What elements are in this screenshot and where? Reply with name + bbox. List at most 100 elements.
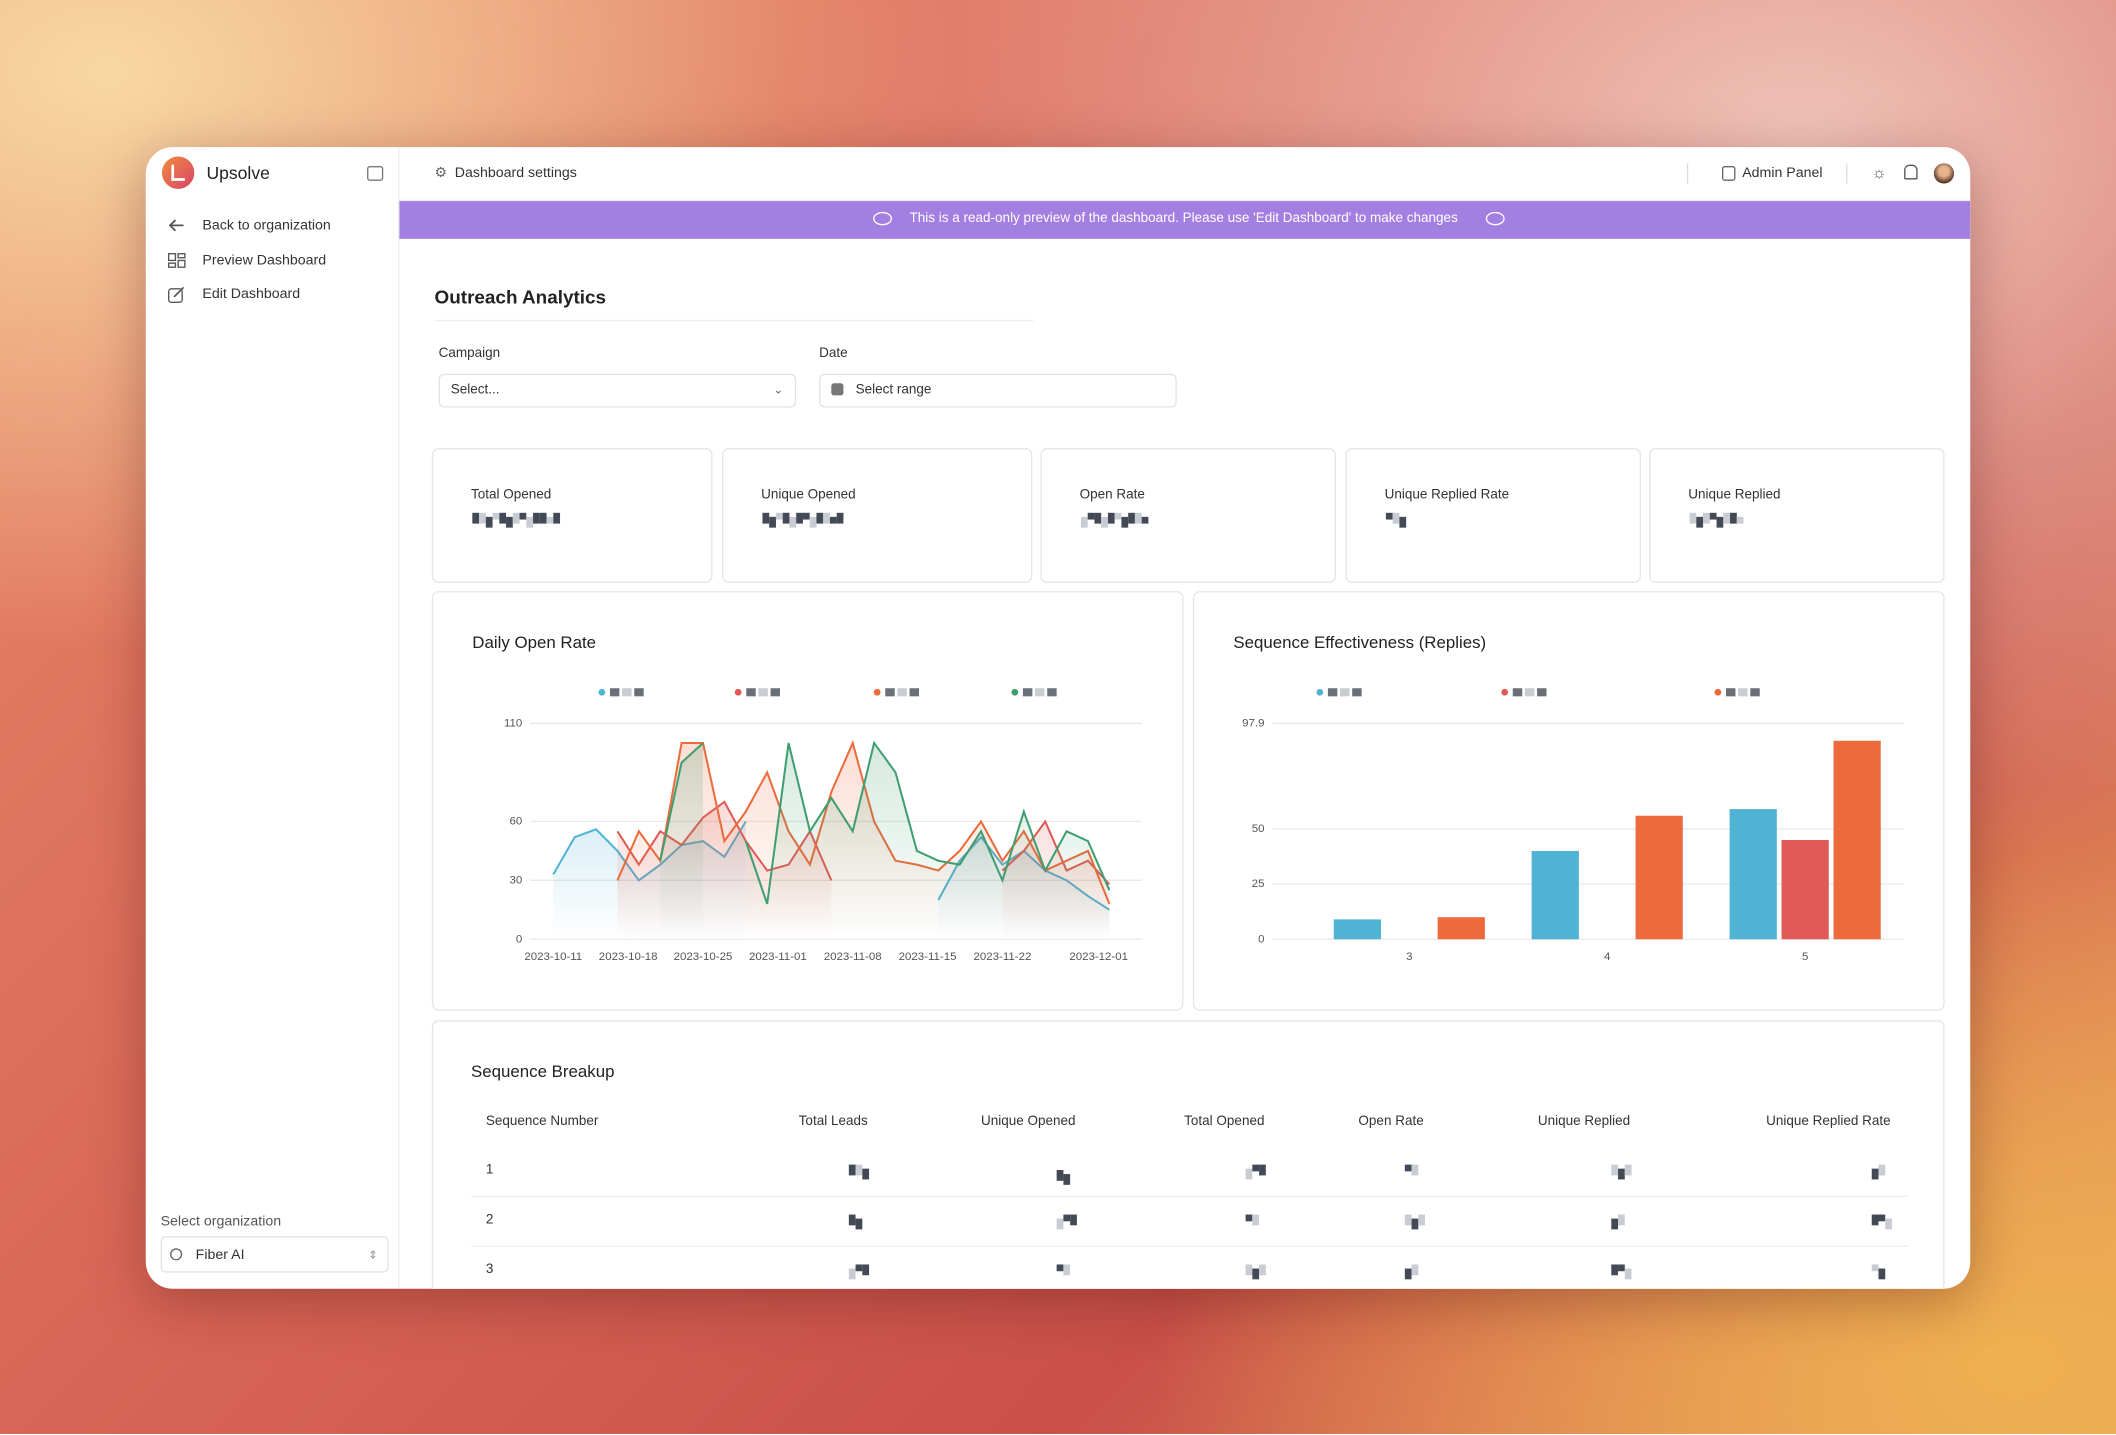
kpi-label: Unique Opened [761,487,856,503]
y-tick-label: 60 [509,816,522,828]
x-tick-label: 2023-11-08 [824,951,882,963]
x-tick-label: 4 [1604,951,1611,963]
y-tick-label: 0 [516,933,522,945]
collapse-button[interactable] [367,165,384,181]
legend-redacted [909,688,920,697]
redacted [1252,1268,1260,1280]
table-title: Sequence Breakup [470,1062,615,1081]
redacted [1392,512,1400,524]
placeholder: Select... [450,382,500,398]
legend-redacted [1352,688,1362,697]
redacted [1063,1214,1071,1222]
legend-swatch [1501,688,1509,696]
kpi-label: Total Opened [470,487,552,503]
filter-label: Campaign [438,346,501,361]
nav-item[interactable]: Edit Dashboard [202,286,301,303]
topbar [399,147,1971,202]
separator [1686,163,1689,184]
redacted [775,512,783,520]
kpi-card [1649,448,1945,583]
campaign-select[interactable] [438,373,797,408]
x-tick-label: 2023-11-01 [749,951,807,963]
redacted [1618,1168,1625,1180]
redacted [1411,1264,1419,1276]
redacted [1404,1164,1412,1172]
redacted [499,512,507,524]
legend-swatch [598,688,606,696]
settings-link[interactable]: Dashboard settings [454,164,577,181]
redacted [1689,512,1697,524]
chart-title: Sequence Effectiveness (Replies) [1233,633,1486,652]
theme-toggle[interactable]: ☼ [1871,163,1887,183]
x-tick-label: 5 [1802,951,1808,963]
redacted [1252,1164,1260,1172]
redacted [1624,1268,1632,1280]
redacted [1121,516,1129,528]
x-tick-label: 2023-10-11 [524,951,582,963]
chart-card: Sequence Effectiveness (Replies) 0 25 50 97.… [1192,591,1945,1011]
gear-icon: ⚙ [434,164,448,181]
legend-redacted [770,688,781,697]
redacted [1723,512,1731,524]
nav-item[interactable]: Back to organization [202,217,331,234]
nav-item[interactable]: Preview Dashboard [202,252,327,269]
redacted [823,512,830,524]
redacted [848,1268,856,1280]
column-header: Total Leads [798,1114,868,1129]
legend-redacted [1524,688,1535,697]
redacted [1245,1168,1253,1180]
org-label: Select organization [160,1213,282,1230]
redacted [1128,512,1135,524]
redacted [492,512,500,520]
redacted [519,512,527,520]
y-tick-label: 25 [1252,878,1265,890]
admin-link[interactable]: Admin Panel [1742,164,1823,181]
bar [1531,851,1579,940]
redacted [1399,516,1407,528]
area [660,742,1110,940]
redacted [479,512,486,524]
notifications[interactable] [1904,164,1918,180]
redacted [1871,1168,1879,1180]
redacted [769,516,776,528]
column-header: Unique Opened [980,1114,1076,1129]
bar [1833,740,1881,940]
legend-swatch [734,688,742,696]
legend-redacted [1725,688,1736,697]
redacted [1245,1214,1253,1222]
redacted [526,516,534,528]
redacted [553,512,561,524]
redacted [506,516,513,528]
banner [399,201,1971,239]
x-tick-label: 2023-10-18 [599,951,658,963]
x-tick-label: 3 [1406,951,1412,963]
chart-card: Daily Open Rate 0 30 60 110 2023-10-11 2023-10… [431,591,1184,1011]
sidebar [146,147,400,1289]
legend-redacted [634,688,644,697]
legend-redacted [885,688,895,697]
x-tick-label: 2023-10-25 [674,951,733,963]
redacted [1878,1214,1886,1222]
redacted [1404,1268,1412,1280]
chevrons: ⇕ [368,1248,378,1262]
row-divider [470,1195,1909,1197]
redacted [1871,1214,1879,1226]
date-select[interactable] [819,373,1177,408]
org-select[interactable] [160,1236,389,1273]
redacted [1716,516,1724,528]
redacted [1611,1264,1619,1276]
y-tick-label: 97.9 [1242,717,1264,729]
dashboard-title: Outreach Analytics [434,286,607,308]
y-tick-label: 30 [509,874,522,886]
redacted [1618,1264,1625,1272]
redacted [1730,512,1737,524]
redacted [1404,1214,1412,1226]
redacted [1070,1214,1077,1226]
redacted [1878,1164,1886,1176]
legend-redacted [1327,688,1338,697]
line [659,740,1111,905]
redacted [512,512,520,524]
divider [434,319,1034,322]
avatar[interactable] [1933,163,1955,184]
redacted [1618,1214,1625,1226]
